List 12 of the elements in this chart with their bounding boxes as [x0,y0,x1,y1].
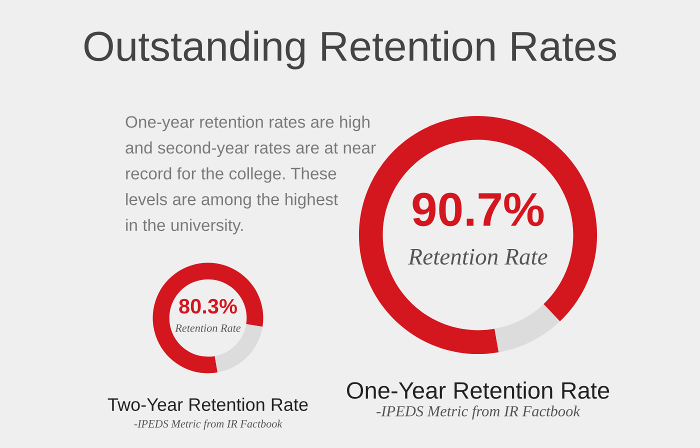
data-label: 80.3% [179,298,237,314]
text: -IPEDS Metric from IR Factbook [134,420,282,430]
text: One-Year Retention Rate [346,381,610,399]
donut-slice [494,304,560,352]
text: -IPEDS Metric from IR Factbook [376,405,580,420]
text: Two-Year Retention Rate [108,398,308,412]
text: One-year retention rates are high and second-year rates are at near record for the college. These levels are among the highest in the university. [126,116,376,234]
donut-slice [152,262,264,374]
data-label: 90.7% [412,192,544,226]
text: Retention Rate [175,324,241,332]
text: Retention Rate [408,248,548,265]
text: Outstanding Retention Rates [84,30,616,70]
